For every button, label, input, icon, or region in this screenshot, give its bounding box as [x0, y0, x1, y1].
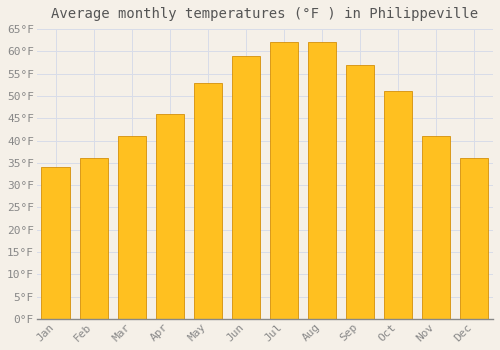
Bar — [42, 167, 70, 319]
Bar — [460, 158, 488, 319]
Title: Average monthly temperatures (°F ) in Philippeville: Average monthly temperatures (°F ) in Ph… — [52, 7, 478, 21]
Bar — [80, 158, 108, 319]
Bar — [156, 114, 184, 319]
Bar — [384, 91, 412, 319]
Bar — [308, 42, 336, 319]
Bar — [346, 65, 374, 319]
Bar — [194, 83, 222, 319]
Bar — [270, 42, 298, 319]
Bar — [118, 136, 146, 319]
Bar — [232, 56, 260, 319]
Bar — [422, 136, 450, 319]
